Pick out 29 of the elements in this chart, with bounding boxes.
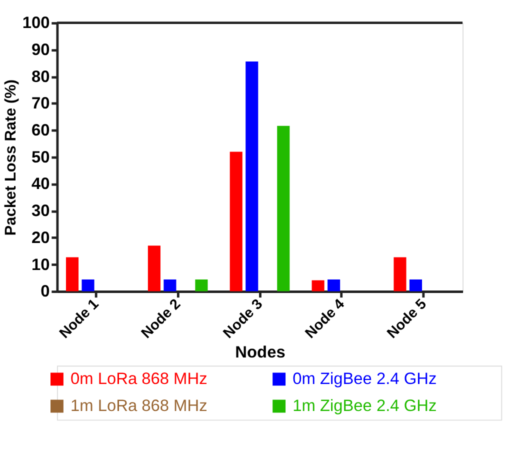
y-tick-label: 0 [40, 282, 50, 301]
bar [66, 257, 79, 292]
legend-label: 1m ZigBee 2.4 GHz [292, 397, 437, 416]
bar [195, 279, 208, 292]
bar [148, 246, 160, 292]
y-tick-label: 70 [31, 94, 50, 113]
bar [246, 61, 258, 292]
bar [82, 279, 94, 292]
y-tick-label: 20 [31, 228, 50, 247]
y-tick-label: 80 [31, 68, 50, 86]
y-tick-label: 10 [31, 256, 50, 274]
y-tick-label: 100 [22, 14, 50, 32]
legend-label: 0m ZigBee 2.4 GHz [292, 370, 437, 388]
y-tick-label: 60 [31, 122, 50, 140]
bar [409, 279, 422, 292]
legend-label: 1m LoRa 868 MHz [70, 397, 208, 416]
bar [164, 279, 176, 292]
legend-label: 0m LoRa 868 MHz [70, 370, 208, 388]
y-axis-title: Packet Loss Rate (%) [2, 79, 20, 236]
bar [394, 257, 406, 292]
bar [312, 280, 324, 292]
x-axis-title: Nodes [235, 343, 286, 362]
y-tick-label: 30 [31, 202, 50, 220]
y-tick-label: 50 [31, 148, 50, 166]
bar [230, 152, 242, 292]
bar [328, 279, 340, 292]
bar [277, 126, 290, 292]
y-tick-label: 40 [31, 175, 50, 194]
y-tick-label: 90 [31, 40, 50, 59]
